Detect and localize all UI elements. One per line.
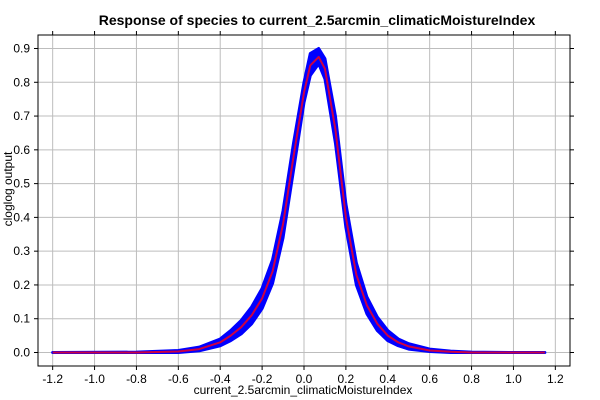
x-tick-label: 0.6 xyxy=(421,372,438,386)
y-tick-label: 0.2 xyxy=(13,278,30,292)
x-tick-label: -0.4 xyxy=(210,372,231,386)
y-tick-label: 0.7 xyxy=(13,109,30,123)
series-line xyxy=(52,55,545,354)
confidence-band xyxy=(51,47,547,354)
y-tick-label: 0.6 xyxy=(13,143,30,157)
y-tick-label: 0.1 xyxy=(13,312,30,326)
x-axis-label: current_2.5arcmin_climaticMoistureIndex xyxy=(194,383,413,397)
x-tick-label: 0.8 xyxy=(463,372,480,386)
x-tick-label: -0.8 xyxy=(126,372,147,386)
ticks: -1.2 -1.0 -0.8 -0.6 -0.4 -0.2 0.0 0.2 0.4 0.6 0.8 1… xyxy=(13,31,574,386)
response-curve xyxy=(52,55,545,354)
y-tick-label: 0.3 xyxy=(13,244,30,258)
y-tick-label: 0.8 xyxy=(13,75,30,89)
x-tick-label: 0.0 xyxy=(296,372,313,386)
y-tick-label: 0.5 xyxy=(13,177,30,191)
y-tick-label: 0.0 xyxy=(13,345,30,359)
chart-title: Response of species to current_2.5arcmin… xyxy=(99,12,536,28)
y-tick-label: 0.9 xyxy=(13,42,30,56)
x-tick-label: -1.0 xyxy=(84,372,105,386)
x-tick-label: -0.6 xyxy=(168,372,189,386)
x-tick-label: 1.0 xyxy=(505,372,522,386)
x-tick-label: 0.4 xyxy=(379,372,396,386)
x-tick-label: -1.2 xyxy=(42,372,63,386)
y-tick-label: 0.4 xyxy=(13,210,30,224)
confidence-band-area xyxy=(51,47,547,354)
x-tick-label: -0.2 xyxy=(252,372,273,386)
y-axis-label: cloglog output xyxy=(1,151,15,226)
x-tick-label: 0.2 xyxy=(338,372,355,386)
x-tick-label: 1.2 xyxy=(547,372,564,386)
